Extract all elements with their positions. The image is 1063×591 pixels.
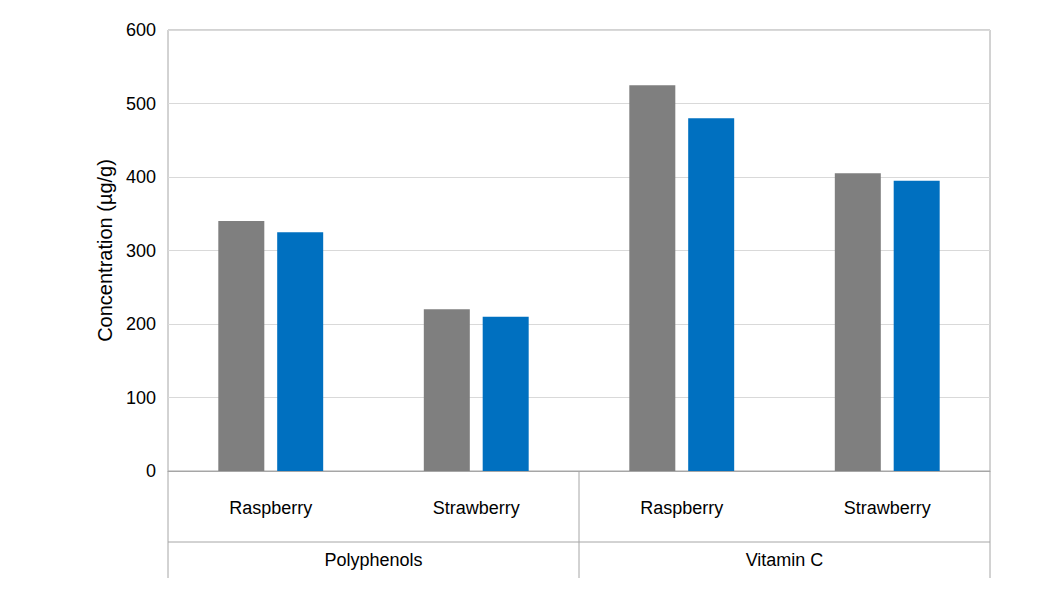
svg-text:100: 100	[126, 388, 156, 408]
svg-text:200: 200	[126, 314, 156, 334]
svg-text:Polyphenols: Polyphenols	[324, 550, 422, 570]
svg-text:Raspberry: Raspberry	[640, 498, 723, 518]
svg-text:0: 0	[146, 461, 156, 481]
svg-text:Strawberry: Strawberry	[844, 498, 931, 518]
svg-text:400: 400	[126, 167, 156, 187]
svg-text:500: 500	[126, 94, 156, 114]
svg-text:Strawberry: Strawberry	[433, 498, 520, 518]
svg-text:Raspberry: Raspberry	[229, 498, 312, 518]
svg-text:300: 300	[126, 241, 156, 261]
svg-text:Concentration (µg/g): Concentration (µg/g)	[94, 159, 116, 342]
svg-text:600: 600	[126, 20, 156, 40]
svg-text:Vitamin C: Vitamin C	[746, 550, 824, 570]
